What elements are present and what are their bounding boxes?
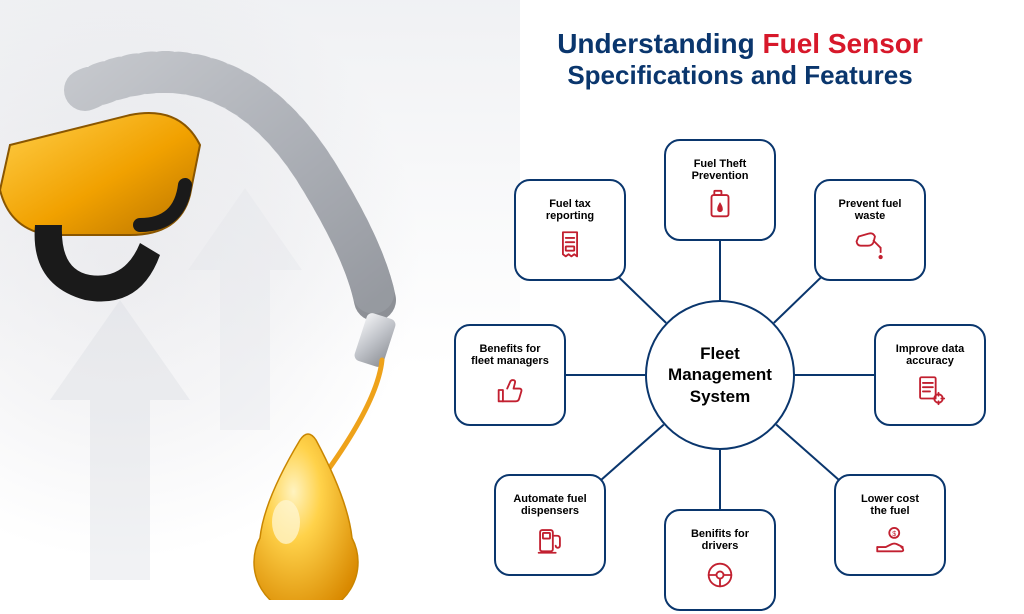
node-label: Automate fueldispensers: [513, 493, 586, 517]
node-lower-cost: Lower costthe fuel $: [834, 474, 946, 576]
node-fuel-theft: Fuel TheftPrevention: [664, 139, 776, 241]
node-label: Improve dataaccuracy: [896, 343, 964, 367]
page-title: Understanding Fuel Sensor Specifications…: [470, 28, 1010, 91]
node-label: Lower costthe fuel: [861, 493, 919, 517]
hand-cost-icon: $: [873, 523, 907, 557]
diagram-center-label: FleetManagementSystem: [668, 343, 772, 407]
thumbs-up-icon: [493, 373, 527, 407]
fuel-pump-icon: [533, 523, 567, 557]
title-line-2: Specifications and Features: [470, 60, 1010, 91]
fuel-can-icon: [703, 188, 737, 222]
nozzle-icon: [853, 228, 887, 262]
node-label: Fuel taxreporting: [546, 198, 594, 222]
node-label: Benifits fordrivers: [691, 528, 749, 552]
node-benefits-driver: Benifits fordrivers: [664, 509, 776, 611]
node-prevent-waste: Prevent fuelwaste: [814, 179, 926, 281]
steering-wheel-icon: [703, 558, 737, 592]
fuel-nozzle-illustration: [0, 40, 460, 600]
node-label: Benefits forfleet managers: [471, 343, 549, 367]
node-improve-data: Improve dataaccuracy: [874, 324, 986, 426]
document-target-icon: [913, 373, 947, 407]
diagram-center: FleetManagementSystem: [645, 300, 795, 450]
title-part-fuel-sensor: Fuel Sensor: [763, 28, 923, 59]
node-benefits-mgr: Benefits forfleet managers: [454, 324, 566, 426]
bg-arrow-up2-icon: [170, 170, 350, 430]
title-line-1: Understanding Fuel Sensor: [470, 28, 1010, 60]
svg-text:$: $: [892, 530, 896, 538]
title-part-understanding: Understanding: [557, 28, 755, 59]
bg-arrow-up-icon: [30, 280, 290, 580]
node-fuel-tax: Fuel taxreporting: [514, 179, 626, 281]
fleet-management-diagram: FleetManagementSystem Fuel TheftPreventi…: [430, 130, 1010, 600]
node-label: Fuel TheftPrevention: [692, 158, 749, 182]
node-label: Prevent fuelwaste: [839, 198, 902, 222]
receipt-icon: [553, 228, 587, 262]
node-automate-disp: Automate fueldispensers: [494, 474, 606, 576]
fuel-drop-icon: [254, 434, 358, 600]
